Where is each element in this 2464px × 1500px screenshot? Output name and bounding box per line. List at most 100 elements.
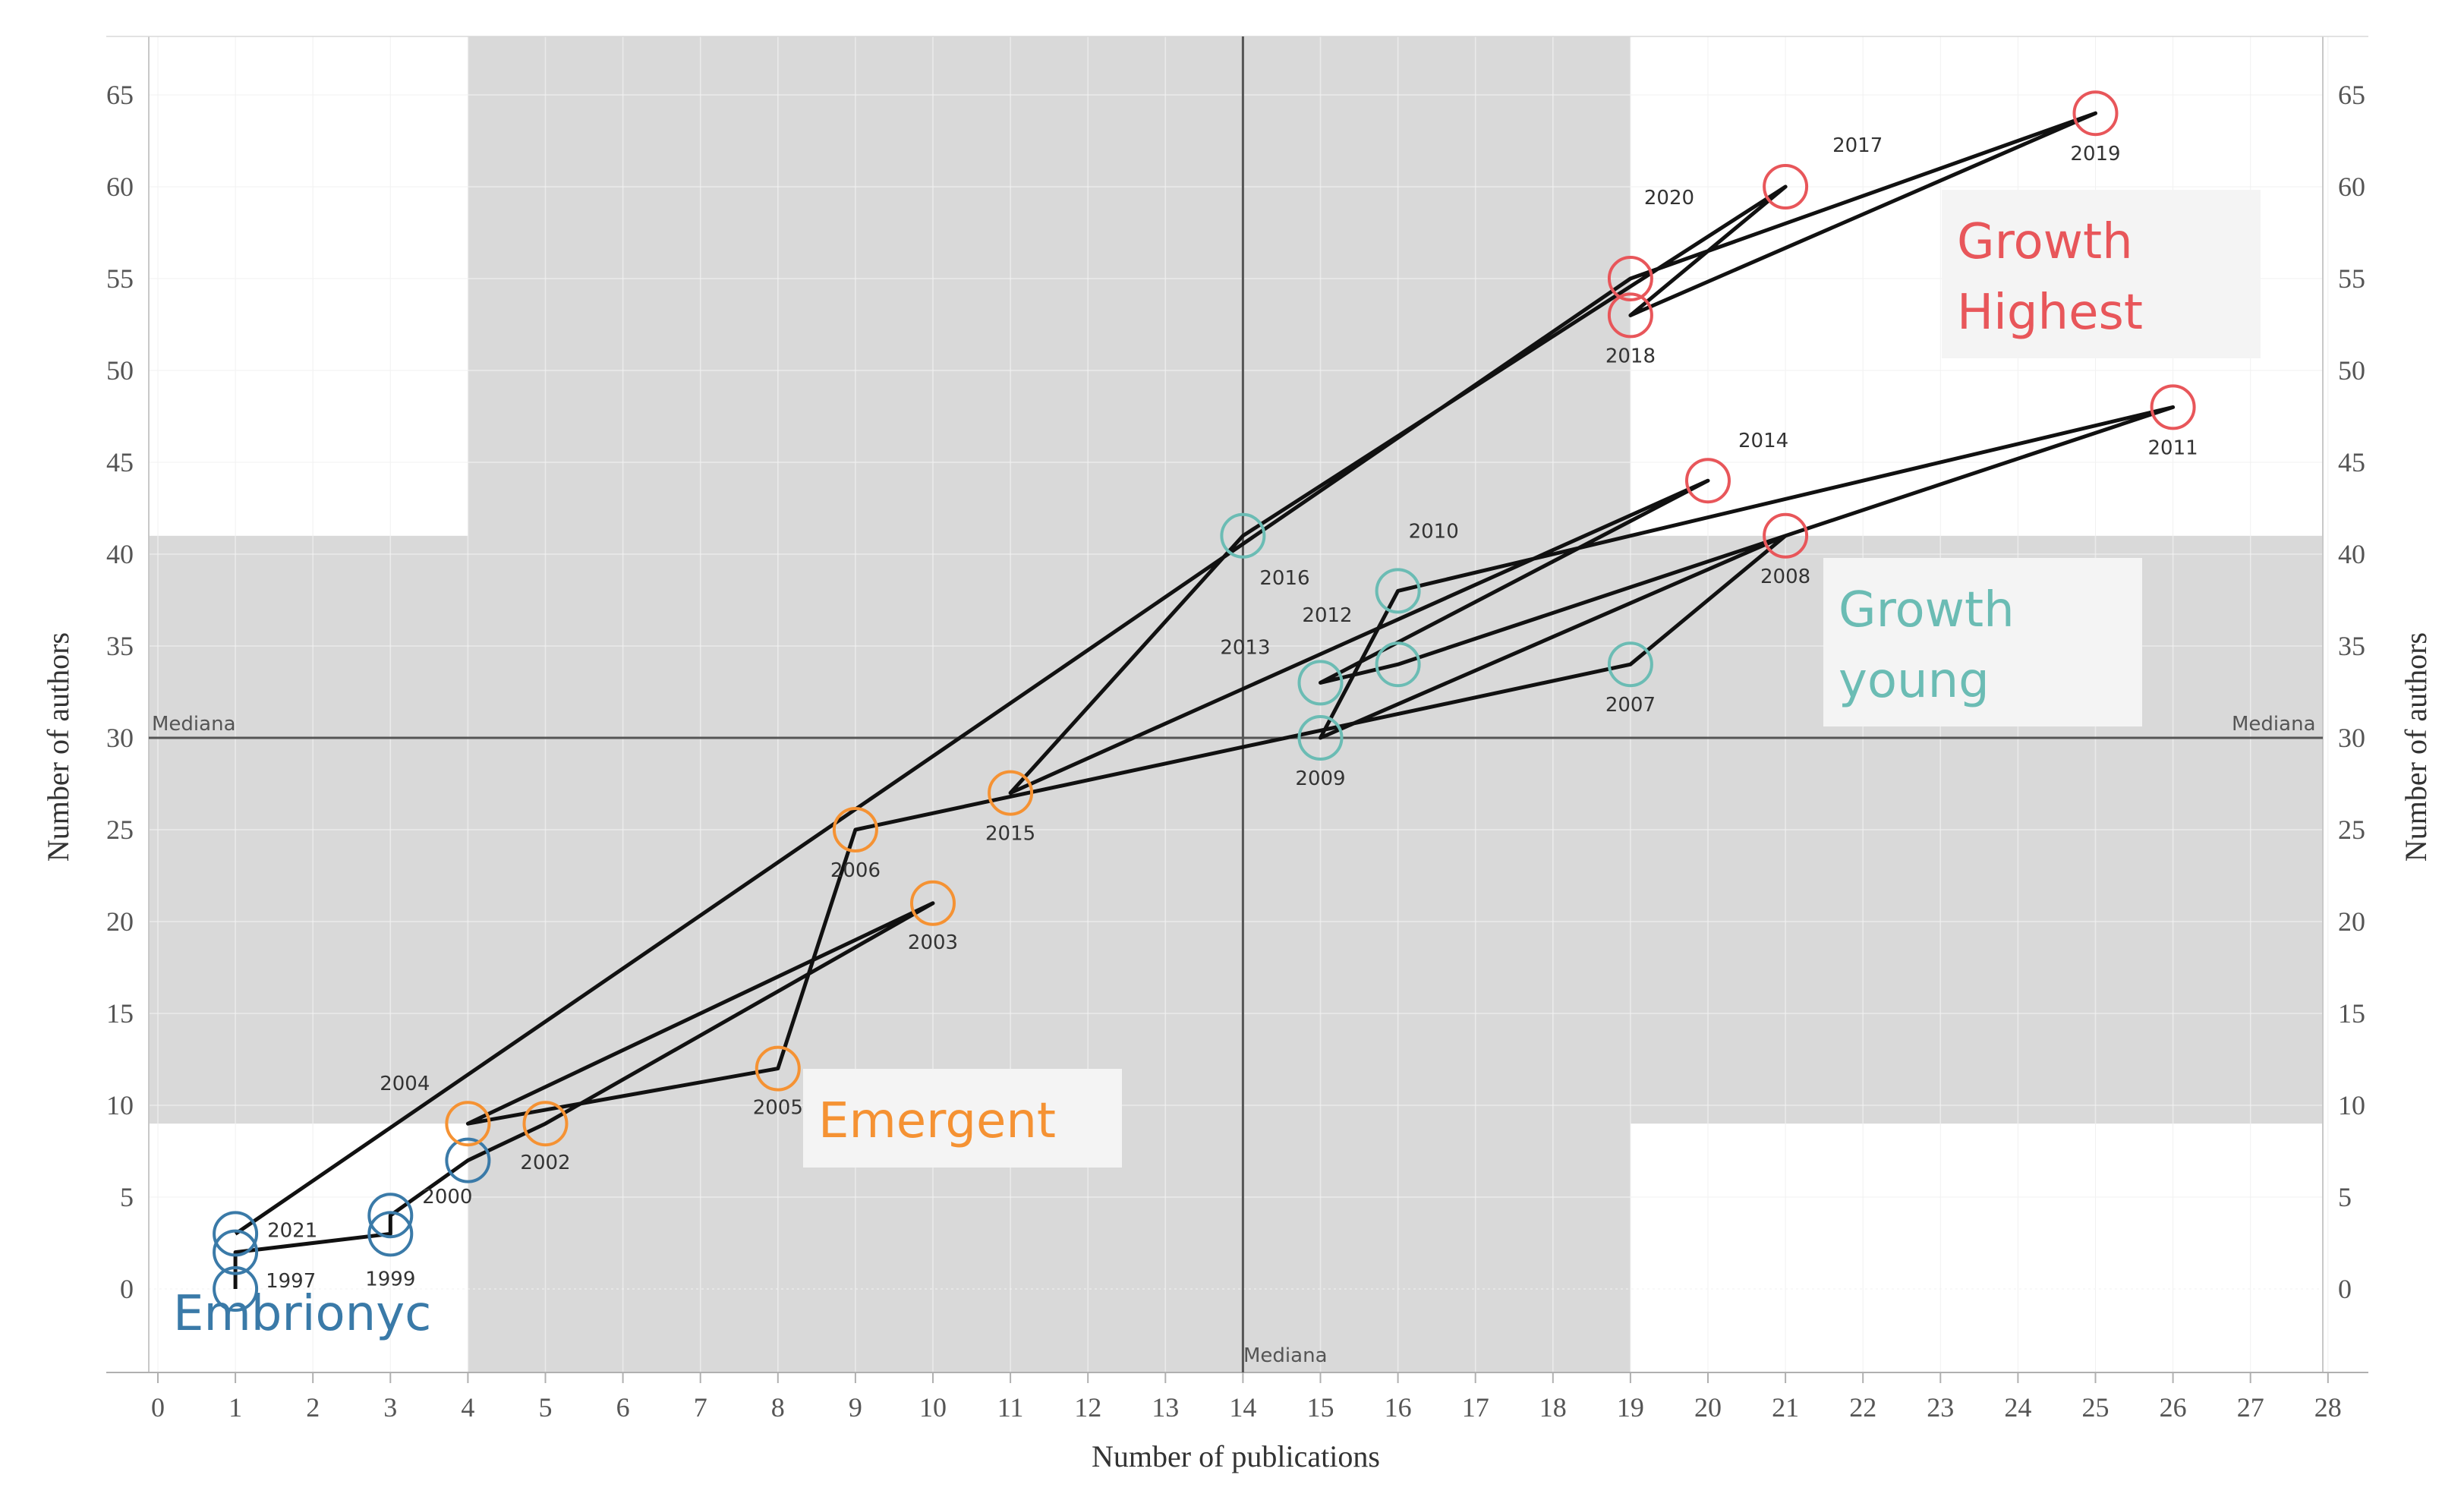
y-tick-label-right: 40 xyxy=(2338,539,2365,569)
point-label-2017: 2017 xyxy=(1832,134,1883,157)
point-2007 xyxy=(1607,641,1653,688)
point-2006 xyxy=(832,807,878,852)
x-tick-label: 13 xyxy=(1152,1392,1179,1423)
point-2013 xyxy=(1297,660,1344,706)
point-2021 xyxy=(213,1211,259,1257)
y-tick-label-right: 0 xyxy=(2338,1274,2352,1304)
y-tick-label-right: 5 xyxy=(2338,1182,2352,1212)
point-label-2020: 2020 xyxy=(1644,187,1694,210)
zone-label-growth-highest-2: Highest xyxy=(1957,285,2143,341)
point-label-2012: 2012 xyxy=(1302,604,1352,627)
y-tick-label-left: 60 xyxy=(106,172,134,202)
x-tick-label: 17 xyxy=(1462,1392,1489,1423)
zone-label-emergent: Emergent xyxy=(818,1093,1056,1149)
point-label-2014: 2014 xyxy=(1738,430,1788,452)
y-tick-label-left: 20 xyxy=(106,906,134,937)
x-tick-label: 18 xyxy=(1539,1392,1567,1423)
y-tick-label-left: 30 xyxy=(106,723,134,753)
point-2001 xyxy=(445,1137,491,1183)
y-tick-label-right: 20 xyxy=(2338,906,2365,937)
x-tick-label: 12 xyxy=(1074,1392,1101,1423)
y-tick-label-right: 60 xyxy=(2338,172,2365,202)
x-tick-label: 26 xyxy=(2160,1392,2187,1423)
zone-label-growth-young-1: Growth xyxy=(1839,582,2015,638)
median-lines: Mediana Mediana Mediana xyxy=(149,36,2323,1372)
point-2008 xyxy=(1763,512,1809,559)
x-tick-label: 21 xyxy=(1772,1392,1799,1423)
y-tick-label-left: 35 xyxy=(106,631,134,661)
y-tick-label-right: 50 xyxy=(2338,355,2365,386)
median-label-y-left: Mediana xyxy=(152,713,236,736)
y-tick-label-left: 65 xyxy=(106,80,134,110)
zone-labels: Embrionyc Emergent Growth young Growth H… xyxy=(173,214,2143,1342)
point-label-2008: 2008 xyxy=(1760,566,1810,588)
x-tick-label: 2 xyxy=(306,1392,320,1423)
y-tick-label-left: 5 xyxy=(120,1182,134,1212)
point-2017 xyxy=(1763,164,1809,210)
x-tick-label: 7 xyxy=(694,1392,707,1423)
y-tick-label-right: 30 xyxy=(2338,723,2365,753)
median-label-y-right: Mediana xyxy=(2232,713,2316,736)
point-1999 xyxy=(367,1211,414,1257)
y-tick-label-right: 65 xyxy=(2338,80,2365,110)
point-label-2000: 2000 xyxy=(422,1186,472,1209)
trajectory-line xyxy=(233,111,2176,1289)
point-label-2011: 2011 xyxy=(2148,436,2198,459)
x-tick-label: 22 xyxy=(1849,1392,1876,1423)
growth-young-box xyxy=(1823,558,2142,726)
point-label-2015: 2015 xyxy=(985,823,1035,846)
y-tick-label-right: 15 xyxy=(2338,998,2365,1029)
axes: 0 1 2 3 4 5 6 7 8 9 10 11 12 13 14 15 16 17 18 19 20 21 22 23 24… xyxy=(106,36,2368,1423)
point-label-2005: 2005 xyxy=(753,1097,803,1120)
zone-label-growth-highest-1: Growth xyxy=(1957,214,2133,270)
point-2019 xyxy=(2072,90,2119,137)
x-tick-label: 1 xyxy=(228,1392,242,1423)
x-tick-label: 9 xyxy=(849,1392,862,1423)
point-label-2018: 2018 xyxy=(1605,345,1656,367)
point-2012 xyxy=(1375,641,1421,688)
x-tick-label: 14 xyxy=(1229,1392,1256,1423)
point-1997 xyxy=(213,1266,259,1312)
y-tick-label-left: 10 xyxy=(106,1090,134,1120)
x-tick-label: 6 xyxy=(616,1392,630,1423)
point-1998 xyxy=(213,1229,259,1275)
point-label-2013: 2013 xyxy=(1220,636,1270,659)
x-tick-label: 20 xyxy=(1694,1392,1722,1423)
point-label-2003: 2003 xyxy=(908,931,958,954)
growth-highest-box xyxy=(1942,190,2261,358)
point-label-1999: 1999 xyxy=(365,1268,415,1290)
x-tick-label: 10 xyxy=(919,1392,947,1423)
point-2014 xyxy=(1685,458,1731,504)
median-label-x: Mediana xyxy=(1243,1344,1328,1367)
data-points xyxy=(213,90,2196,1312)
x-tick-label: 15 xyxy=(1307,1392,1334,1423)
zone-label-growth-young-2: young xyxy=(1839,653,1990,709)
point-2003 xyxy=(910,880,956,926)
white-block-bottom-right xyxy=(1630,1123,2323,1372)
y-tick-label-right: 25 xyxy=(2338,815,2365,845)
y-tick-label-left: 15 xyxy=(106,998,134,1029)
y-tick-label-right: 35 xyxy=(2338,631,2365,661)
x-tick-label: 24 xyxy=(2004,1392,2031,1423)
point-label-2002: 2002 xyxy=(520,1152,570,1174)
point-label-2006: 2006 xyxy=(830,859,881,882)
point-2000 xyxy=(367,1193,414,1239)
point-label-1997: 1997 xyxy=(266,1270,316,1293)
y-tick-label-right: 45 xyxy=(2338,447,2365,477)
white-block-bottom-left xyxy=(149,1123,468,1372)
point-label-2004: 2004 xyxy=(380,1073,430,1095)
x-tick-label: 0 xyxy=(151,1392,165,1423)
y-axis-title-right: Number of authors xyxy=(2399,632,2433,862)
point-labels: 1997 1999 2000 2002 2003 2004 2005 2006 2007 2008… xyxy=(266,134,2198,1293)
white-block-top-left xyxy=(149,36,468,536)
point-label-2019: 2019 xyxy=(2070,143,2120,165)
point-2015 xyxy=(988,770,1034,816)
x-tick-label: 5 xyxy=(539,1392,553,1423)
point-2004 xyxy=(445,1101,491,1147)
y-tick-label-right: 10 xyxy=(2338,1090,2365,1120)
x-tick-label: 3 xyxy=(383,1392,397,1423)
emergent-box xyxy=(803,1069,1122,1168)
y-tick-label-left: 25 xyxy=(106,815,134,845)
zone-label-boxes xyxy=(803,190,2261,1168)
point-label-2016: 2016 xyxy=(1259,567,1309,590)
